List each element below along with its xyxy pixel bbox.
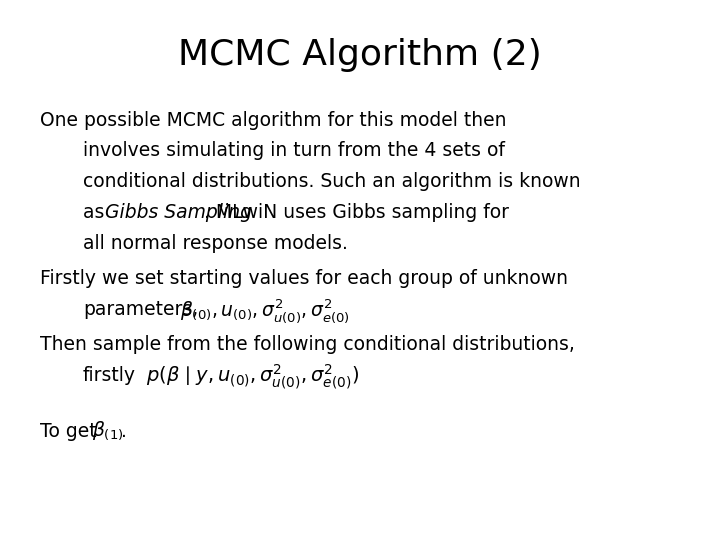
Text: .: . xyxy=(121,422,127,441)
Text: Firstly we set starting values for each group of unknown: Firstly we set starting values for each … xyxy=(40,269,567,288)
Text: $\beta_{(0)},u_{(0)},\sigma^2_{u(0)},\sigma^2_{e(0)}$: $\beta_{(0)},u_{(0)},\sigma^2_{u(0)},\si… xyxy=(180,297,350,324)
Text: One possible MCMC algorithm for this model then: One possible MCMC algorithm for this mod… xyxy=(40,111,506,130)
Text: $\beta_{(1)}$: $\beta_{(1)}$ xyxy=(92,420,124,442)
Text: Then sample from the following conditional distributions,: Then sample from the following condition… xyxy=(40,335,575,354)
Text: $p(\beta \mid y,u_{(0)},\sigma^2_{u(0)},\sigma^2_{e(0)})$: $p(\beta \mid y,u_{(0)},\sigma^2_{u(0)},… xyxy=(146,362,359,390)
Text: MCMC Algorithm (2): MCMC Algorithm (2) xyxy=(178,38,542,72)
Text: Gibbs Sampling: Gibbs Sampling xyxy=(105,203,252,222)
Text: involves simulating in turn from the 4 sets of: involves simulating in turn from the 4 s… xyxy=(83,141,505,160)
Text: as: as xyxy=(83,203,110,222)
Text: all normal response models.: all normal response models. xyxy=(83,234,348,253)
Text: firstly: firstly xyxy=(83,366,136,384)
Text: parameters,: parameters, xyxy=(83,300,198,319)
Text: To get: To get xyxy=(40,422,102,441)
Text: . MLwiN uses Gibbs sampling for: . MLwiN uses Gibbs sampling for xyxy=(204,203,510,222)
Text: conditional distributions. Such an algorithm is known: conditional distributions. Such an algor… xyxy=(83,172,580,191)
